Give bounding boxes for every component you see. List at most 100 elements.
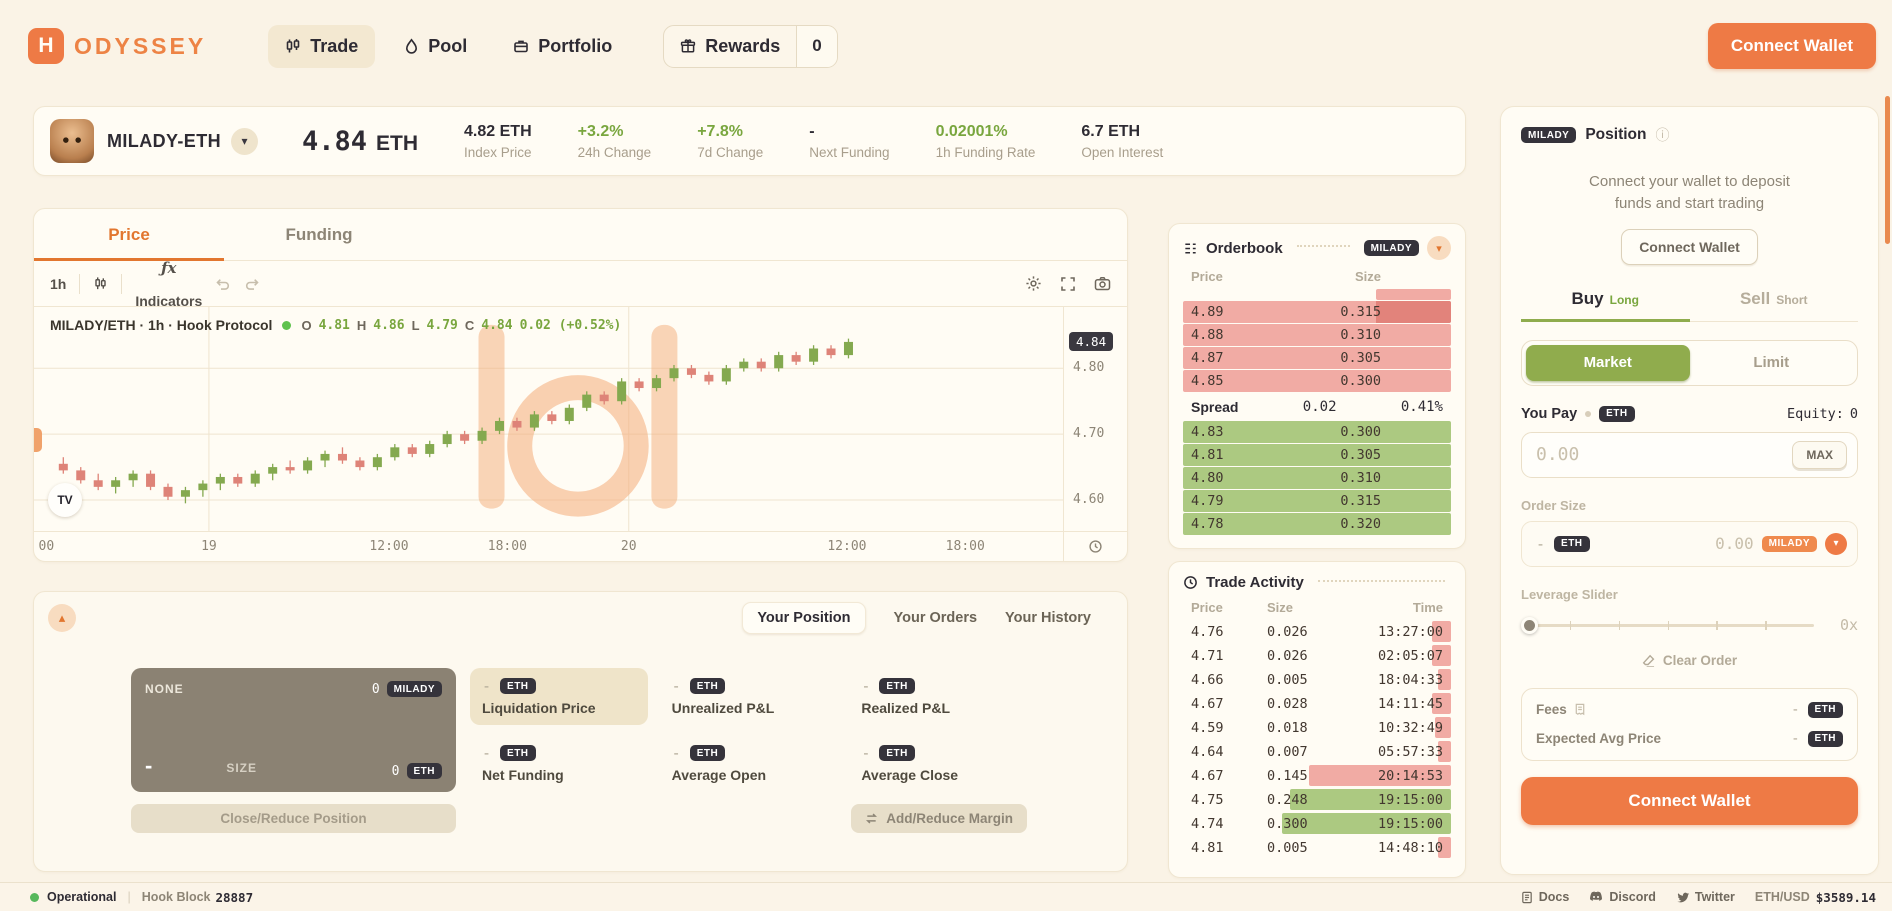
nav-tab-trade[interactable]: Trade <box>268 24 376 68</box>
tile-realized-pnl: - ETH Realized P&L <box>849 668 1027 725</box>
connect-wallet-small-button[interactable]: Connect Wallet <box>1621 228 1758 265</box>
price-tick-label: 4.60 <box>1073 492 1105 508</box>
slider-knob[interactable] <box>1521 616 1538 634</box>
order-size-value: - <box>1536 534 1546 553</box>
fees-value: - <box>1791 701 1800 718</box>
connect-wallet-form-button[interactable]: Connect Wallet <box>1521 776 1858 825</box>
position-direction: - <box>145 753 153 778</box>
token-avatar <box>50 119 94 163</box>
stat-next-funding: - Next Funding <box>809 123 889 160</box>
ohlc-readout: O 4.81 H 4.86 L 4.79 C 4.84 0.02 (+0.52%) <box>301 318 621 333</box>
ask-size: 0.315 <box>1340 304 1381 321</box>
tab-your-history[interactable]: Your History <box>1005 610 1091 626</box>
chart-settings-button[interactable] <box>1025 275 1042 292</box>
dashed-divider <box>1317 579 1445 582</box>
trade-size: 0.026 <box>1267 647 1308 664</box>
connect-note-line1: Connect your wallet to deposit <box>1589 173 1790 190</box>
nav-tab-portfolio[interactable]: Portfolio <box>496 25 629 68</box>
price-axis[interactable]: 4.84 4.80 4.70 4.60 <box>1063 307 1127 531</box>
amount-input[interactable] <box>1536 444 1793 465</box>
margin-button-label: Add/Reduce Margin <box>886 811 1013 826</box>
slider-track[interactable] <box>1521 616 1814 635</box>
docs-icon <box>1521 891 1532 903</box>
trade-time: 05:57:33 <box>1377 743 1443 760</box>
trade-row: 4.66 0.005 18:04:33 <box>1183 668 1451 691</box>
time-axis[interactable]: 00 19 12:00 18:00 20 12:00 18:00 <box>34 532 1063 561</box>
position-title: Position <box>1585 126 1647 143</box>
bid-row[interactable]: 4.79 0.315 <box>1183 490 1451 512</box>
order-size-label: Order Size <box>1521 497 1587 513</box>
max-button[interactable]: MAX <box>1792 440 1847 469</box>
dashed-divider <box>1296 245 1350 247</box>
ask-row[interactable]: 4.88 0.310 <box>1183 324 1451 347</box>
odyssey-logo[interactable]: H ODYSSEY <box>28 28 206 64</box>
pair-selector-button[interactable]: ▾ <box>231 127 258 155</box>
tile-label: Realized P&L <box>861 700 951 716</box>
time-tick-label: 12:00 <box>827 539 867 554</box>
long-label: Long <box>1609 292 1639 307</box>
eth-badge: ETH <box>879 745 915 761</box>
fees-row: Fees - ETH <box>1536 701 1843 718</box>
time-tick-label: 00 <box>38 539 55 554</box>
interval-button[interactable]: 1h <box>50 275 67 292</box>
footer-divider: | <box>127 890 131 904</box>
eth-usd-readout: ETH/USD $3589.14 <box>1755 890 1876 905</box>
axis-corner[interactable] <box>1063 532 1127 561</box>
position-amount: 0 <box>371 681 380 697</box>
docs-link[interactable]: Docs <box>1521 890 1569 904</box>
close-reduce-position-button[interactable]: Close/Reduce Position <box>131 804 456 833</box>
tab-your-position[interactable]: Your Position <box>742 602 866 634</box>
tab-price[interactable]: Price <box>34 209 224 261</box>
chart-toolbar: 1h ƒx Indicators <box>34 259 1127 309</box>
ask-size: 0.300 <box>1340 373 1381 390</box>
trade-row: 4.71 0.026 02:05:07 <box>1183 644 1451 667</box>
ask-row[interactable]: 4.89 0.315 <box>1183 301 1451 324</box>
snapshot-button[interactable] <box>1094 276 1111 291</box>
status-bar: Operational | Hook Block 28887 Docs Disc… <box>0 882 1892 911</box>
tab-buy-long[interactable]: Buy Long <box>1521 289 1690 322</box>
tradingview-logo[interactable]: TV <box>48 483 82 517</box>
order-type-market[interactable]: Market <box>1526 344 1690 381</box>
indicators-button[interactable]: ƒx Indicators <box>135 259 202 309</box>
bid-size: 0.310 <box>1340 470 1381 486</box>
orderbook-token-selector[interactable]: ▾ <box>1427 236 1451 260</box>
discord-link[interactable]: Discord <box>1589 890 1656 904</box>
ohlc-l-value: 4.79 <box>426 317 458 333</box>
stat-value: 0.02001% <box>935 122 1008 140</box>
drawing-toolbar-handle[interactable] <box>34 427 42 452</box>
nav-tab-rewards[interactable]: Rewards 0 <box>663 24 838 68</box>
info-icon[interactable]: ⓘ <box>1655 127 1670 143</box>
undo-button[interactable] <box>215 277 231 291</box>
order-type-limit[interactable]: Limit <box>1753 354 1790 371</box>
position-size-value: 0 <box>391 763 400 779</box>
ask-row[interactable]: 4.87 0.305 <box>1183 347 1451 370</box>
tab-sell-short[interactable]: Sell Short <box>1690 289 1859 321</box>
bid-row[interactable]: 4.80 0.310 <box>1183 467 1451 489</box>
nav-tab-pool[interactable]: Pool <box>387 25 484 68</box>
scrollbar-thumb[interactable] <box>1885 96 1890 244</box>
clear-order-button[interactable]: Clear Order <box>1521 653 1858 668</box>
connect-wallet-button[interactable]: Connect Wallet <box>1707 23 1876 69</box>
bid-row[interactable]: 4.83 0.300 <box>1183 421 1451 443</box>
logo-mark-icon: H <box>28 28 64 64</box>
ohlc-o-value: 4.81 <box>318 317 350 333</box>
collapse-panel-button[interactable]: ▴ <box>48 604 76 632</box>
col-size: Size <box>1267 600 1294 615</box>
tab-your-orders[interactable]: Your Orders <box>893 610 978 626</box>
trade-price: 4.75 <box>1191 791 1224 808</box>
bid-row[interactable]: 4.78 0.320 <box>1183 513 1451 535</box>
order-token-selector[interactable]: ▾ <box>1825 532 1847 555</box>
ask-row[interactable]: 4.85 0.300 <box>1183 370 1451 393</box>
bid-row[interactable]: 4.81 0.305 <box>1183 444 1451 466</box>
chart-style-button[interactable] <box>93 276 108 291</box>
twitter-link[interactable]: Twitter <box>1676 890 1735 904</box>
fullscreen-button[interactable] <box>1060 276 1076 292</box>
tab-funding[interactable]: Funding <box>285 224 353 244</box>
redo-button[interactable] <box>244 277 260 291</box>
trade-time: 18:04:33 <box>1377 671 1443 688</box>
add-reduce-margin-button[interactable]: Add/Reduce Margin <box>851 804 1027 833</box>
time-tick-label: 18:00 <box>945 539 985 554</box>
